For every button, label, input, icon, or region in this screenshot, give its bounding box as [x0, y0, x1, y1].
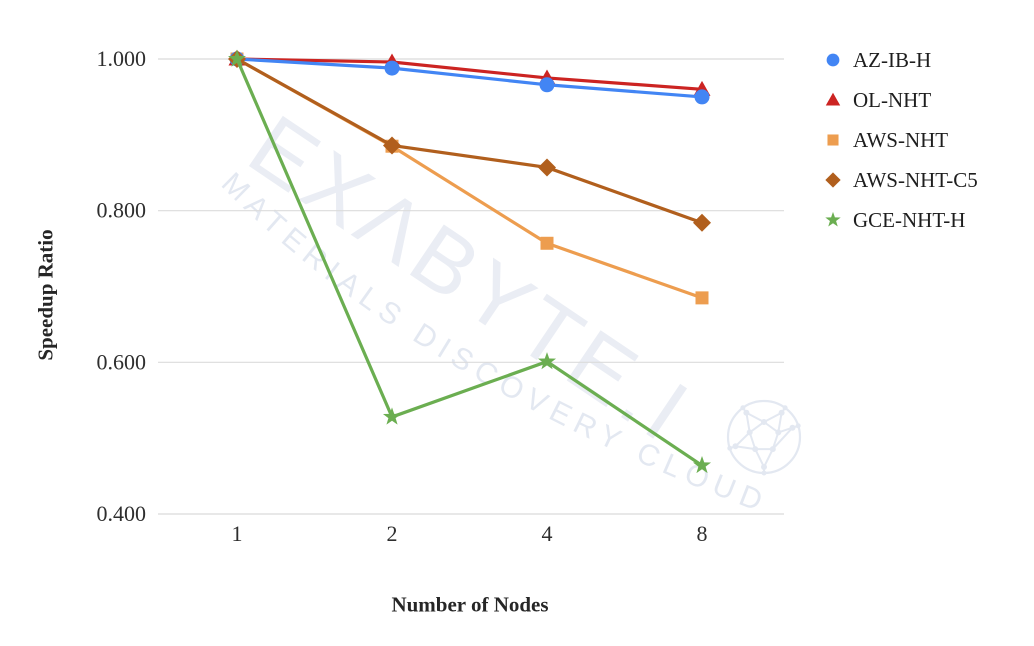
svg-text:0.400: 0.400 [97, 501, 147, 526]
legend-item-gce-nht-h: GCE-NHT-H [822, 200, 978, 240]
legend-item-ol-nht: OL-NHT [822, 80, 978, 120]
legend-item-aws-nht-c5: AWS-NHT-C5 [822, 160, 978, 200]
svg-text:8: 8 [697, 521, 708, 546]
legend-label: AWS-NHT-C5 [853, 167, 978, 192]
svg-text:0.600: 0.600 [97, 349, 147, 374]
svg-text:4: 4 [542, 521, 553, 546]
legend-item-aws-nht: AWS-NHT [822, 120, 978, 160]
legend-marker-star-icon [825, 211, 841, 227]
legend-marker-circle-icon [826, 53, 840, 67]
x-axis-title: Number of Nodes [391, 592, 549, 617]
svg-text:2: 2 [387, 521, 398, 546]
legend-label: GCE-NHT-H [853, 207, 966, 232]
legend-label: AZ-IB-H [853, 47, 932, 72]
legend-marker-triangle-icon [825, 92, 841, 106]
svg-text:0.800: 0.800 [97, 198, 147, 223]
fullerene-logo-icon [726, 399, 802, 476]
legend-item-az-ib-h: AZ-IB-H [822, 40, 978, 80]
y-axis-title: Speedup Ratio [33, 229, 58, 361]
legend-marker-square-icon [827, 134, 839, 146]
svg-text:1: 1 [232, 521, 243, 546]
legend-label: OL-NHT [853, 87, 932, 112]
legend-label: AWS-NHT [853, 127, 949, 152]
legend-marker-diamond-icon [825, 172, 841, 188]
chart-legend: AZ-IB-H OL-NHT AWS-NHT AWS-NHT-C5 GCE-NHT-H [822, 40, 978, 240]
svg-text:1.000: 1.000 [97, 46, 147, 71]
